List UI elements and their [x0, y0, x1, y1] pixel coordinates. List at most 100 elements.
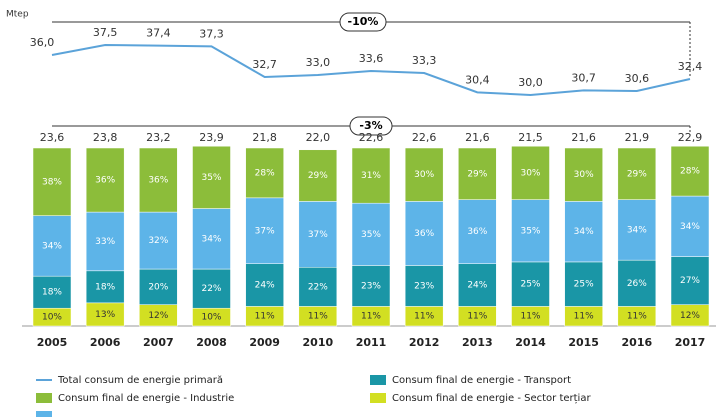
segment-label: 29%: [627, 169, 647, 179]
bar-segment: [404, 201, 444, 266]
bar-segment: [32, 147, 72, 216]
segment-label: 23%: [361, 281, 381, 291]
bar-segment: [404, 147, 444, 202]
legend-label: Consum final de energie - Industrie: [58, 393, 234, 404]
segment-label: 34%: [42, 241, 62, 251]
x-tick-label: 2005: [37, 336, 68, 349]
segment-label: 13%: [95, 310, 115, 320]
bar-segment: [617, 199, 657, 261]
data-label: 36,0: [30, 36, 55, 49]
bar-segment: [458, 199, 497, 264]
data-label: 33,6: [359, 52, 384, 65]
segment-label: 30%: [574, 170, 594, 180]
segment-label: 18%: [95, 282, 115, 292]
bar-segment: [404, 265, 444, 307]
segment-label: 11%: [574, 312, 594, 322]
segment-label: 24%: [467, 281, 487, 291]
bar-segment: [564, 147, 603, 202]
bar-segment: [85, 270, 125, 304]
x-tick-label: 2011: [356, 336, 387, 349]
bar-segment: [139, 211, 178, 270]
data-label: 37,5: [93, 26, 118, 39]
bar-segment: [85, 211, 125, 272]
segment-label: 12%: [148, 311, 168, 321]
bar-segment: [192, 208, 231, 270]
total-label: 22,0: [306, 131, 331, 144]
segment-label: 36%: [148, 176, 168, 186]
segment-label: 11%: [520, 312, 540, 322]
segment-label: 37%: [308, 230, 328, 240]
segment-label: 37%: [255, 226, 275, 236]
legend-label: Consum final de energie - Transport: [392, 375, 571, 386]
x-tick-label: 2016: [622, 336, 653, 349]
bar-segment: [458, 263, 497, 307]
segment-label: 30%: [414, 170, 434, 180]
segment-label: 12%: [680, 311, 700, 321]
segment-label: 28%: [680, 167, 700, 177]
total-label: 21,6: [571, 131, 596, 144]
bar-segment: [245, 147, 284, 199]
bar-segment: [298, 149, 338, 202]
legend-label: Total consum de energie primară: [57, 375, 223, 386]
line: [51, 43, 691, 97]
segment-label: 11%: [414, 312, 434, 322]
data-label: 30,0: [518, 76, 543, 89]
bar-segment: [458, 147, 497, 200]
x-tick-label: 2013: [462, 336, 493, 349]
bar-segment: [351, 265, 391, 307]
segment-label: 38%: [42, 177, 62, 187]
segment-label: 34%: [680, 222, 700, 232]
segment-label: 29%: [467, 169, 487, 179]
x-tick-label: 2007: [143, 336, 174, 349]
segment-label: 11%: [308, 312, 328, 322]
segment-label: 22%: [201, 284, 221, 294]
bar-segment: [245, 197, 284, 264]
segment-label: 34%: [574, 227, 594, 237]
total-label: 21,8: [252, 131, 277, 144]
legend-swatch: [36, 393, 52, 403]
total-label: 21,6: [465, 131, 490, 144]
annotation: -10%: [348, 15, 379, 28]
segment-label: 11%: [627, 312, 647, 322]
unit-label: Mtep: [6, 10, 29, 20]
bar-segment: [670, 195, 710, 257]
bar-segment: [351, 147, 391, 204]
segment-label: 26%: [627, 279, 647, 289]
x-tick-label: 2014: [515, 336, 546, 349]
bar-segment: [85, 147, 125, 213]
segment-label: 10%: [42, 313, 62, 323]
x-tick-label: 2009: [249, 336, 280, 349]
annotation: -3%: [359, 119, 382, 132]
segment-label: 30%: [520, 168, 540, 178]
segment-label: 28%: [255, 168, 275, 178]
legend-swatch: [36, 411, 52, 417]
segment-label: 11%: [255, 312, 275, 322]
segment-label: 23%: [414, 281, 434, 291]
total-label: 22,9: [678, 131, 703, 144]
segment-label: 36%: [414, 229, 434, 239]
segment-label: 25%: [574, 280, 594, 290]
x-tick-label: 2017: [675, 336, 706, 349]
annotation-box: [349, 116, 393, 136]
segment-label: 32%: [148, 236, 168, 246]
data-label: 30,4: [465, 73, 490, 86]
legend-swatch: [370, 375, 386, 385]
data-label: 33,3: [412, 54, 437, 67]
annotation-box: [339, 12, 387, 32]
x-tick-label: 2012: [409, 336, 440, 349]
bar-segment: [511, 261, 550, 307]
segment-label: 10%: [201, 313, 221, 323]
segment-label: 36%: [467, 227, 487, 237]
segment-label: 20%: [148, 282, 168, 292]
data-label: 30,6: [625, 72, 650, 85]
legend-swatch: [370, 393, 386, 403]
segment-label: 18%: [42, 288, 62, 298]
segment-label: 35%: [361, 230, 381, 240]
x-tick-label: 2010: [303, 336, 334, 349]
total-label: 23,9: [199, 131, 224, 144]
x-tick-label: 2015: [568, 336, 599, 349]
segment-label: 35%: [201, 173, 221, 183]
bar-segment: [351, 202, 391, 266]
bar-segment: [564, 201, 603, 263]
bar-segment: [139, 268, 178, 305]
